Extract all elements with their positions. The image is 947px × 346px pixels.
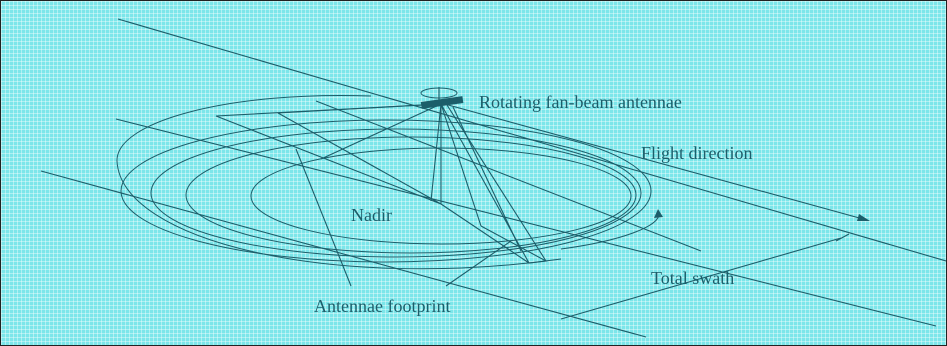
swath-end-tick — [835, 233, 850, 242]
footprint-ellipse-3 — [150, 128, 642, 258]
rotation-arrow-head — [654, 209, 663, 218]
flight-direction-arrow — [440, 102, 864, 220]
swath-dimension-line — [560, 237, 842, 320]
nadir-label: Nadir — [351, 205, 392, 225]
beam-right-3 — [446, 104, 547, 262]
footprint-pointer-left — [295, 148, 352, 287]
beam-left-upper — [277, 103, 442, 160]
footprint-outer-arc — [116, 94, 562, 270]
beam-footprint-right — [440, 203, 548, 264]
flight-direction-label: Flight direction — [641, 143, 753, 163]
beam-right-4 — [452, 106, 522, 252]
footprint-pointer-right — [445, 240, 512, 287]
subsatellite-track-line — [315, 100, 702, 252]
footprint-ellipse-4 — [120, 119, 652, 263]
antennae-footprint-label: Antennae footprint — [314, 296, 450, 316]
beam-footprint-left — [215, 112, 442, 205]
beam-right-1 — [440, 103, 482, 227]
total-swath-label: Total swath — [651, 268, 734, 288]
footprint-ellipse-2 — [185, 136, 637, 254]
satellite-antenna-icon — [420, 96, 464, 109]
flight-arrow-head — [857, 214, 870, 221]
lower-track-line — [40, 170, 647, 338]
antenna-label: Rotating fan-beam antennae — [479, 92, 682, 112]
